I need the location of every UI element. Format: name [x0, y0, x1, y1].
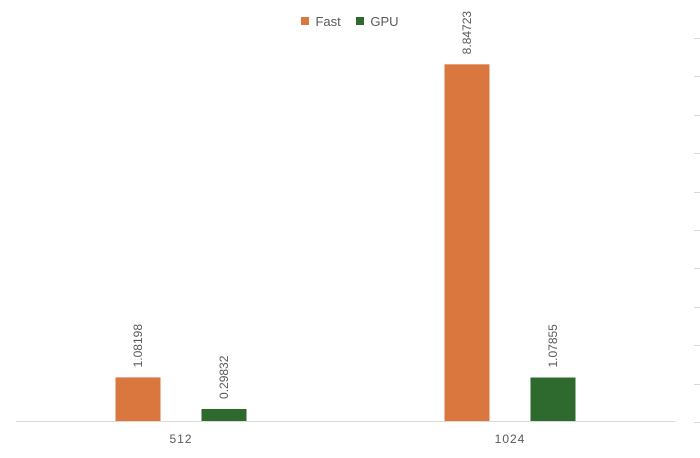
bar-fast-512 — [115, 377, 161, 421]
bar-fast-1024 — [444, 64, 490, 421]
bar-gpu-512 — [201, 408, 247, 421]
edge-tick — [694, 306, 700, 308]
legend-label-gpu: GPU — [370, 13, 399, 29]
edge-tick — [694, 345, 700, 347]
edge-tick — [694, 230, 700, 231]
bar-gpu-1024 — [530, 377, 576, 421]
data-label-fast-512: 1.08198 — [131, 324, 145, 368]
edge-tick — [694, 383, 700, 385]
legend-item-gpu: GPU — [356, 13, 399, 29]
legend-label-fast: Fast — [315, 13, 341, 29]
edge-tick — [694, 422, 700, 423]
x-tick-label-512: 512 — [169, 432, 192, 446]
legend-swatch-gpu — [356, 17, 365, 25]
edge-tick — [694, 191, 700, 193]
right-edge-ticks — [694, 0, 700, 458]
legend-swatch-fast — [301, 17, 310, 25]
edge-tick — [694, 76, 700, 78]
data-label-gpu-1024: 1.07855 — [546, 324, 560, 368]
edge-tick — [694, 268, 700, 270]
edge-tick — [694, 38, 700, 39]
edge-tick — [694, 114, 700, 116]
legend-item-fast: Fast — [301, 13, 341, 29]
data-label-fast-1024: 8.84723 — [460, 11, 474, 55]
edge-tick — [694, 153, 700, 155]
data-label-gpu-512: 0.29832 — [217, 355, 231, 399]
legend: Fast GPU — [0, 13, 700, 29]
x-tick-label-1024: 1024 — [495, 432, 526, 446]
